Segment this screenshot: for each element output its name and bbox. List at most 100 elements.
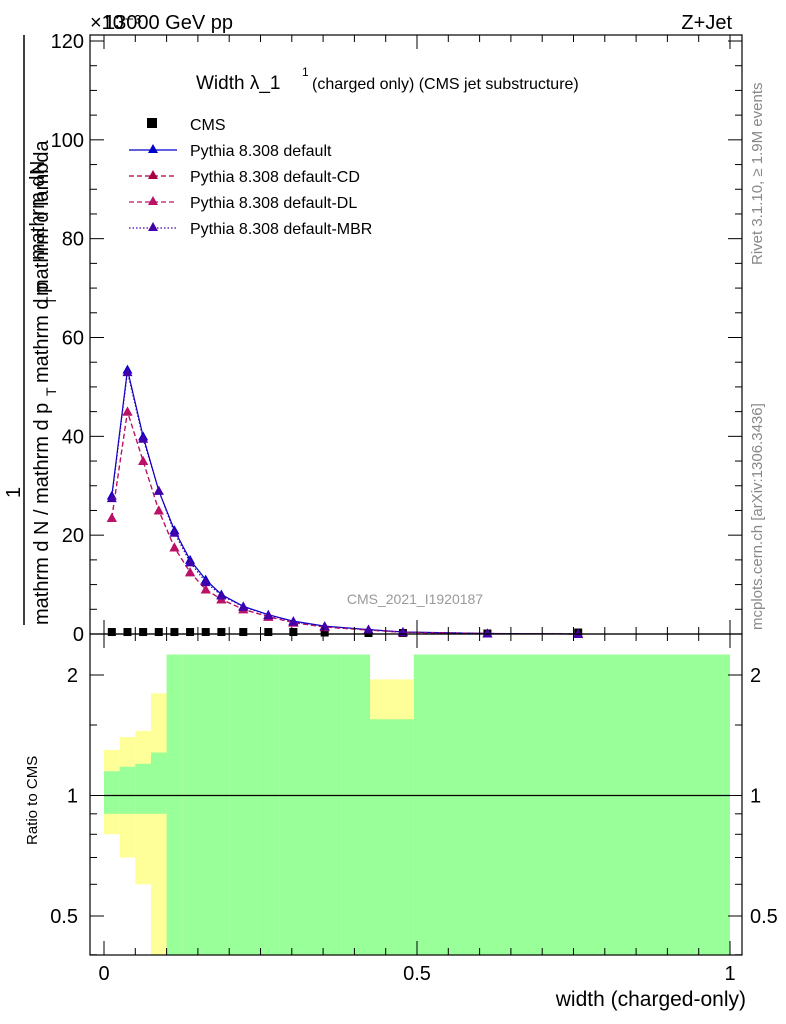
main-ytick-label-2: 40: [62, 426, 84, 448]
ratio-bands: [104, 654, 730, 955]
ylabel-denominator-right-sub: T: [43, 296, 59, 305]
series-3-marker-3: [153, 505, 164, 515]
ylabel-denominator-sub: T: [43, 387, 59, 396]
cms-point-9: [264, 628, 273, 637]
ratio-ytick-label-right-1: 1: [750, 786, 761, 808]
title-prefix: Width λ_1: [196, 73, 280, 94]
main-ytick-label-6: 120: [51, 31, 84, 53]
ratio-xtick-label-1: 0.5: [403, 963, 431, 985]
ratio-green-band-3: [150, 752, 167, 814]
ylabel-numerator-n: N: [27, 161, 49, 175]
legend-marker-dl: [148, 196, 158, 205]
title-suffix: (charged only) (CMS jet substructure): [312, 76, 579, 93]
series-3-marker-6: [200, 584, 211, 594]
title-sup: 1: [302, 65, 309, 79]
main-series: [106, 364, 584, 638]
mcplots-label: mcplots.cern.ch [arXiv:1306.3436]: [749, 403, 766, 630]
legend-marker-cd: [148, 170, 158, 179]
series-3-marker-2: [138, 456, 149, 466]
series-4-marker-10: [288, 616, 299, 626]
series-4-marker-11: [319, 621, 330, 631]
series-line-2: [111, 411, 579, 635]
ratio-xtick-label-2: 1: [724, 963, 735, 985]
series-4-marker-4: [169, 527, 180, 537]
ratio-ylabel: Ratio to CMS: [24, 756, 41, 845]
series-4-marker-8: [238, 601, 249, 611]
ratio-green-band-2: [135, 763, 151, 814]
ylabel-denominator: mathrm d N / mathrm d p: [31, 403, 53, 625]
series-3-marker-5: [185, 567, 196, 577]
legend-label-default: Pythia 8.308 default: [190, 143, 332, 160]
series-4-marker-2: [138, 433, 149, 443]
series-4-marker-7: [216, 590, 227, 600]
ylabel-denominator-right2: mathrm d lambda: [31, 140, 53, 296]
series-3-marker-1: [122, 406, 133, 416]
series-3-marker-4: [169, 542, 180, 552]
main-ytick-label-5: 100: [51, 130, 84, 152]
ratio-ytick-label-left-1: 1: [67, 786, 78, 808]
header-process: Z+Jet: [681, 12, 732, 34]
legend-label-cd: Pythia 8.308 default-CD: [190, 169, 360, 186]
legend-marker-default: [148, 144, 158, 153]
ratio-ytick-label-right-2: 2: [750, 665, 761, 687]
legend-label-dl: Pythia 8.308 default-DL: [190, 195, 357, 212]
ylabel-numerator-main: mathrm d: [27, 176, 49, 260]
series-4-marker-12: [363, 624, 374, 634]
axes: 0 20 40 60 80 100 120 0 0.5 1 0.5 0.5 1 1 2 2: [50, 31, 778, 985]
main-ytick-label-0: 0: [73, 624, 84, 646]
legend-label-cms: CMS: [190, 117, 226, 134]
main-ytick-label-3: 60: [62, 328, 84, 350]
legend: CMS Pythia 8.308 default Pythia 8.308 de…: [129, 117, 372, 238]
series-4-marker-6: [200, 577, 211, 587]
cms-point-3: [154, 628, 163, 637]
ratio-frame: [89, 633, 743, 956]
cms-point-4: [170, 628, 179, 637]
ratio-green-band-8: [229, 654, 258, 955]
cms-point-7: [217, 628, 226, 637]
ratio-green-band-14: [413, 654, 730, 955]
main-ylabel: 1 mathrm d N mathrm d N / mathrm d p T m…: [3, 35, 59, 625]
series-3-marker-0: [106, 512, 117, 522]
cms-point-10: [289, 628, 298, 637]
cms-point-5: [186, 628, 195, 637]
ratio-yellow-band-3: [150, 693, 167, 955]
cms-point-11: [320, 628, 329, 637]
main-title: Width λ_1 1 (charged only) (CMS jet subs…: [196, 65, 579, 94]
legend-label-mbr: Pythia 8.308 default-MBR: [190, 221, 372, 238]
legend-marker-cms: [147, 118, 157, 128]
ratio-ytick-label-left-0: 0.5: [50, 906, 78, 928]
ratio-green-band-0: [104, 771, 120, 814]
series-line-3: [111, 411, 579, 635]
series-4-marker-5: [185, 557, 196, 567]
analysis-watermark: CMS_2021_I1920187: [347, 591, 483, 607]
ratio-ytick-label-right-0: 0.5: [750, 906, 778, 928]
ylabel-denominator-right: mathrm d p: [31, 282, 53, 383]
series-4-marker-1: [122, 367, 133, 377]
ratio-ytick-label-left-2: 2: [67, 665, 78, 687]
main-frame: [89, 34, 743, 635]
ratio-green-band-13: [370, 719, 414, 955]
series-4-marker-3: [153, 485, 164, 495]
header-energy: 13000 GeV pp: [104, 12, 233, 34]
ratio-green-band-7: [213, 654, 230, 955]
ratio-green-band-4: [166, 654, 183, 955]
ratio-green-band-11: [307, 654, 342, 955]
cms-point-6: [201, 628, 210, 637]
ylabel-numerator-one: 1: [3, 487, 25, 498]
ratio-green-band-9: [257, 654, 280, 955]
ratio-green-band-12: [341, 654, 371, 955]
ratio-green-band-5: [182, 654, 198, 955]
series-line-1: [111, 369, 579, 635]
series-line-4: [111, 371, 579, 635]
ratio-green-band-6: [197, 654, 214, 955]
ratio-green-band-10: [279, 654, 308, 955]
series-4-marker-14: [482, 628, 493, 638]
x-axis-label: width (charged-only): [555, 988, 746, 1011]
ratio-green-band-1: [119, 766, 136, 814]
ratio-xtick-label-0: 0: [98, 963, 109, 985]
main-ytick-label-1: 20: [62, 525, 84, 547]
main-ytick-label-4: 80: [62, 229, 84, 251]
cms-point-8: [239, 628, 248, 637]
y-exponent: ×10⁻³: [90, 12, 141, 34]
